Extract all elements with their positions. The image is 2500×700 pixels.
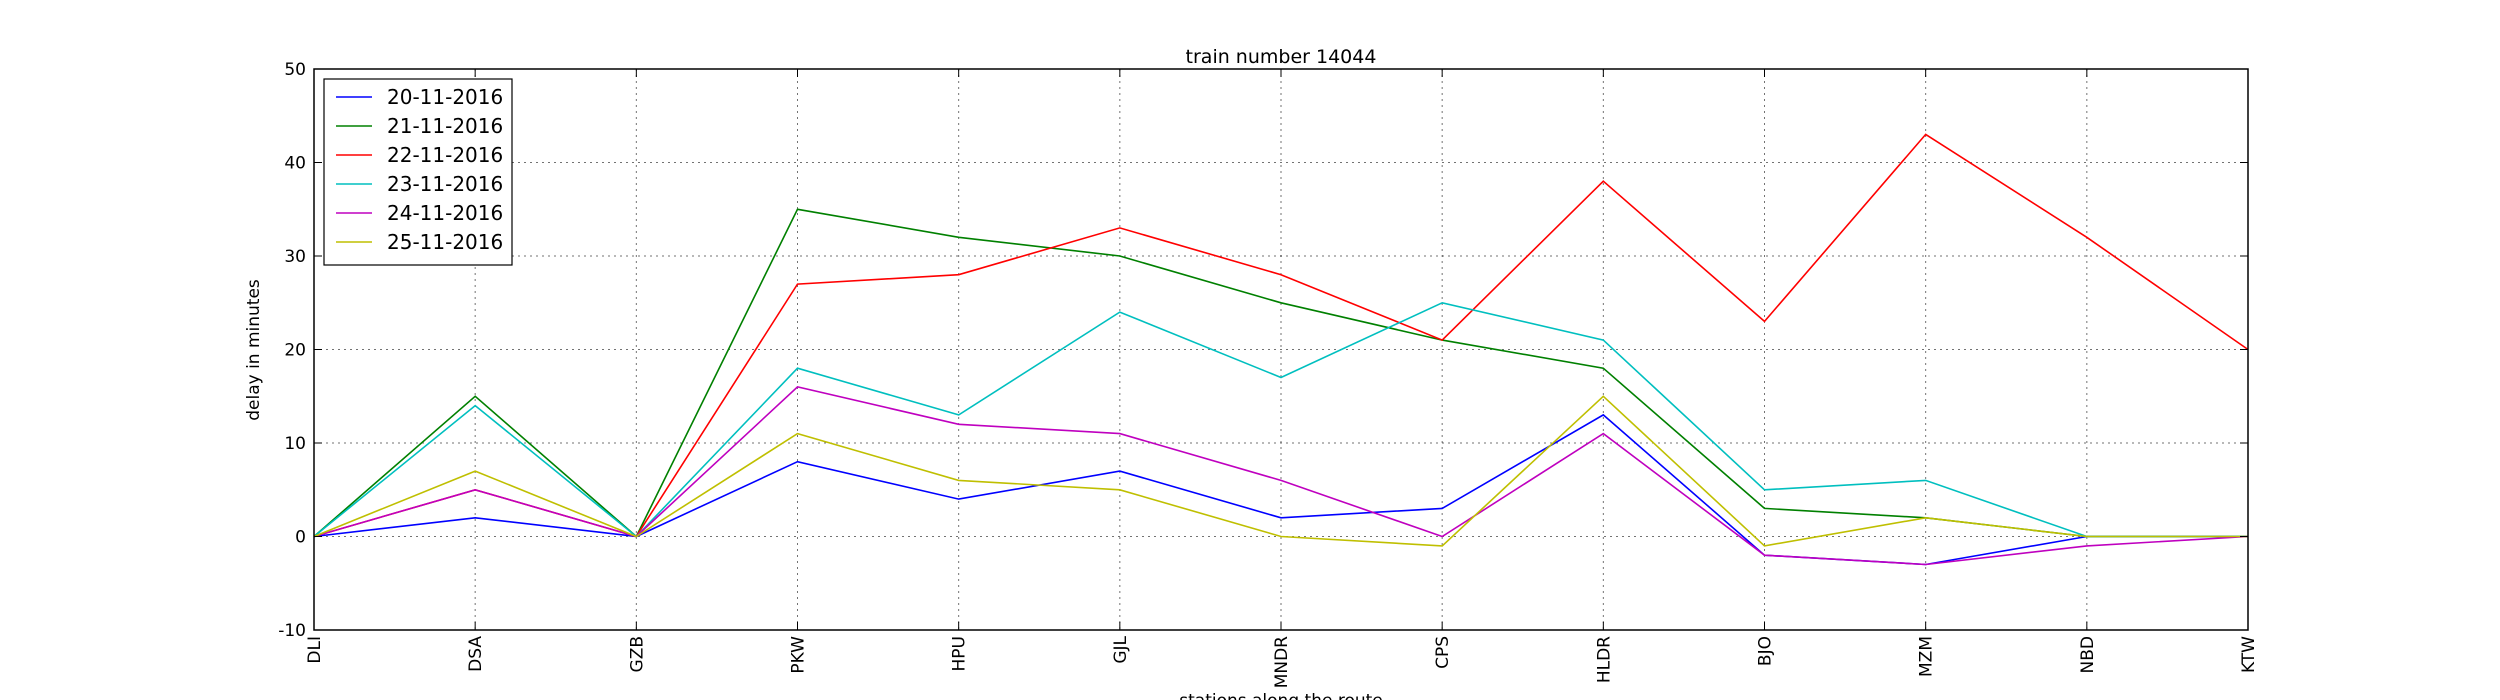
series-lines <box>313 133 2249 566</box>
grid-lines <box>314 69 2248 630</box>
y-tick-label: 20 <box>284 341 306 361</box>
x-tick-label: CPS <box>1433 636 1453 669</box>
legend-label: 22-11-2016 <box>387 143 503 167</box>
series-line <box>313 395 2248 547</box>
x-tick-label: MZM <box>1917 636 1937 677</box>
legend-label: 20-11-2016 <box>387 85 503 109</box>
x-tick-label: GZB <box>627 636 647 672</box>
series-line <box>313 133 2249 538</box>
y-tick-label: 0 <box>295 528 306 548</box>
legend: 20-11-2016 21-11-2016 22-11-2016 23-11-2016… <box>323 78 513 266</box>
y-tick-label: -10 <box>278 621 306 641</box>
legend-label: 25-11-2016 <box>387 230 503 254</box>
y-tick-label: 50 <box>284 60 306 80</box>
y-axis-label: delay in minutes <box>244 279 264 421</box>
series-line <box>313 208 2248 538</box>
chart-title: train number 14044 <box>1186 46 1377 68</box>
x-tick-label: NBD <box>2078 636 2098 673</box>
legend-label: 24-11-2016 <box>387 201 503 225</box>
x-tick-label: BJO <box>1756 636 1776 666</box>
y-tick-label: 40 <box>284 154 306 174</box>
x-axis-label: stations along the route <box>1179 691 1383 700</box>
axis-ticks: -10 0 10 20 30 40 50 DLI DSA GZB PKW HPU GJL MNDR CPS H… <box>278 60 2259 688</box>
x-tick-label: PKW <box>789 636 809 674</box>
x-tick-label: GJL <box>1111 635 1131 663</box>
legend-label: 23-11-2016 <box>387 172 503 196</box>
x-tick-label: MNDR <box>1272 636 1292 688</box>
x-tick-label: DLI <box>305 636 325 664</box>
legend-frame <box>323 78 513 266</box>
plot-frame <box>313 68 2249 631</box>
y-tick-label: 10 <box>284 434 306 454</box>
y-tick-label: 30 <box>284 247 306 267</box>
x-tick-label: HPU <box>950 636 970 671</box>
x-tick-label: HLDR <box>1594 636 1614 683</box>
x-tick-label: DSA <box>466 636 486 672</box>
x-tick-label: KTW <box>2239 636 2259 673</box>
legend-label: 21-11-2016 <box>387 114 503 138</box>
